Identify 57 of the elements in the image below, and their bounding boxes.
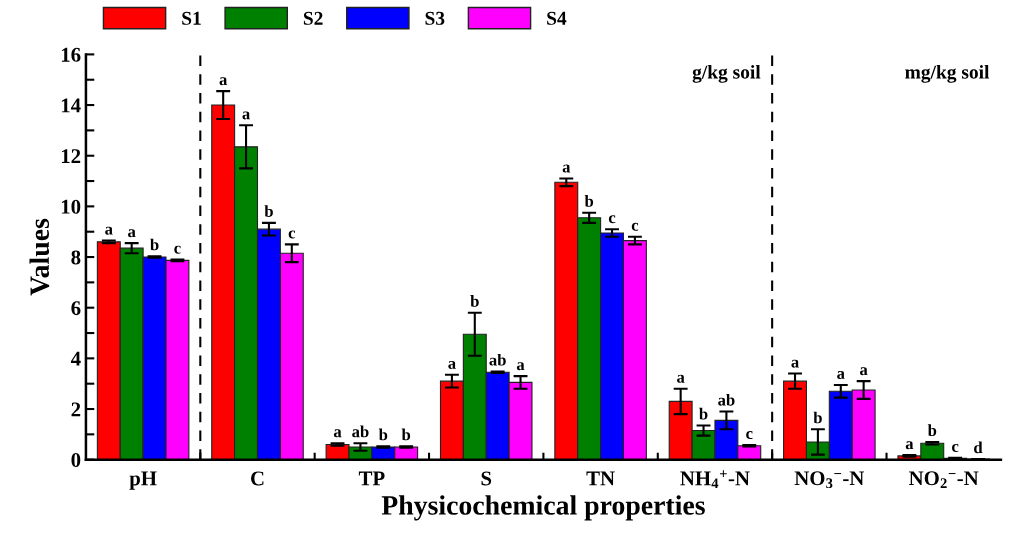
data-label: a bbox=[516, 362, 525, 371]
x-axis-title: Physicochemical properties bbox=[381, 495, 705, 521]
x-tick-label: pH bbox=[129, 471, 157, 490]
data-label: a bbox=[905, 441, 914, 450]
y-tick-label: 12 bbox=[61, 149, 81, 163]
y-tick-label: 6 bbox=[71, 301, 81, 316]
data-label: b bbox=[584, 195, 594, 207]
y-tick-label: 8 bbox=[71, 250, 81, 265]
annotation: mg/kg soil bbox=[905, 64, 990, 83]
data-label: a bbox=[219, 77, 228, 86]
x-tick-label: TN bbox=[586, 471, 615, 486]
data-label: ab bbox=[718, 393, 735, 406]
y-axis-title: Values bbox=[29, 218, 50, 296]
legend-label: S3 bbox=[425, 11, 445, 25]
data-label: c bbox=[174, 245, 181, 254]
data-label: b bbox=[150, 238, 159, 251]
data-label: c bbox=[631, 222, 639, 231]
x-tick-label: C bbox=[250, 471, 264, 486]
data-label: b bbox=[264, 205, 273, 217]
data-label: b bbox=[927, 424, 937, 437]
legend-label: S4 bbox=[547, 11, 567, 25]
data-label: a bbox=[105, 226, 113, 235]
data-label: a bbox=[837, 371, 845, 380]
data-label: a bbox=[333, 429, 342, 438]
y-tick-label: 2 bbox=[71, 402, 81, 417]
data-label: b bbox=[470, 295, 479, 307]
data-label: a bbox=[860, 367, 868, 376]
data-label: c bbox=[746, 431, 753, 440]
data-label: c bbox=[608, 215, 616, 224]
x-tick-label: NO$_{3}$$^{−}$-N bbox=[794, 471, 865, 489]
data-label: c bbox=[288, 230, 296, 239]
y-tick-label: 14 bbox=[61, 98, 81, 113]
data-label: b bbox=[699, 407, 708, 420]
y-tick-label: 10 bbox=[61, 199, 81, 214]
x-tick-label: S bbox=[481, 471, 492, 486]
data-label: a bbox=[448, 360, 456, 369]
data-label: ab bbox=[352, 425, 369, 438]
data-label: a bbox=[677, 374, 685, 383]
data-label: a bbox=[562, 164, 571, 173]
y-tick-label: 0 bbox=[71, 453, 81, 468]
x-tick-label: TP bbox=[358, 471, 385, 486]
data-label: b bbox=[813, 411, 822, 424]
data-label: b bbox=[401, 428, 411, 441]
x-tick-label: NH$_{4}$$^{+}$-N bbox=[680, 470, 750, 489]
data-label: b bbox=[378, 428, 388, 441]
data-label: c bbox=[952, 443, 959, 452]
legend-label: S2 bbox=[303, 11, 323, 25]
data-label: d bbox=[974, 441, 983, 454]
legend-label: S1 bbox=[182, 11, 201, 25]
data-label: a bbox=[791, 359, 799, 368]
data-label: ab bbox=[489, 353, 506, 366]
annotation: g/kg soil bbox=[692, 64, 761, 83]
x-tick-label: NO$_{2}$$^{−}$-N bbox=[909, 471, 979, 488]
y-tick-label: 4 bbox=[70, 351, 81, 366]
data-label: a bbox=[242, 111, 250, 120]
data-label: a bbox=[128, 229, 136, 238]
y-tick-label: 16 bbox=[61, 47, 81, 62]
